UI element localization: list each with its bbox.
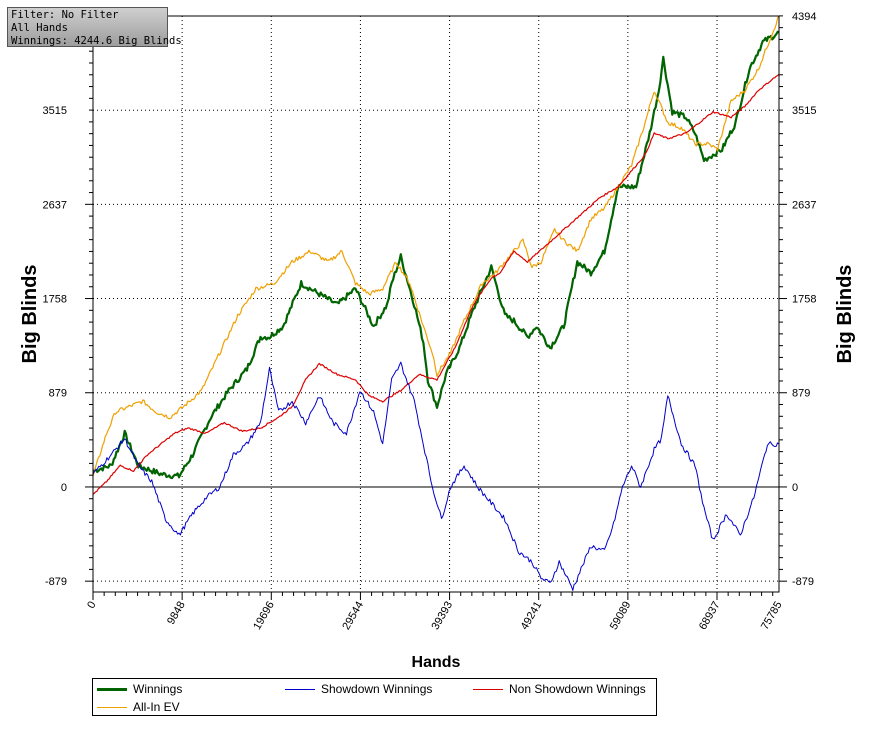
- y-tick-label-right: 3515: [792, 105, 816, 117]
- y-tick-label-right: -879: [792, 576, 814, 588]
- legend-item-allin-ev: All-In EV: [97, 699, 180, 715]
- x-axis-title: Hands: [412, 654, 461, 671]
- legend-swatch-non-showdown: [473, 688, 503, 690]
- y-tick-label-left: 3515: [43, 105, 67, 117]
- legend-swatch-allin-ev: [97, 706, 127, 708]
- y-axis-title-left: Big Blinds: [19, 265, 41, 364]
- series-line-winnings: [92, 30, 780, 480]
- series-line-non-showdown: [92, 73, 780, 495]
- y-tick-label-right: 2637: [792, 199, 816, 211]
- legend-label: Winnings: [133, 682, 183, 696]
- x-tick-label: 19696: [251, 600, 277, 632]
- series-line-allin-ev: [92, 15, 780, 477]
- y-tick-label-left: 0: [61, 482, 67, 494]
- x-tick-label: 75785: [759, 600, 785, 632]
- legend-item-non-showdown: Non Showdown Winnings: [473, 681, 646, 697]
- x-tick-label: 39393: [429, 600, 455, 632]
- legend-label: All-In EV: [133, 700, 180, 714]
- axis-layer: [85, 15, 787, 600]
- y-tick-label-left: 879: [49, 388, 67, 400]
- series-line-showdown: [92, 361, 780, 591]
- x-tick-label: 9848: [165, 600, 188, 627]
- series-layer: [92, 15, 780, 591]
- y-tick-label-left: -879: [45, 576, 67, 588]
- y-tick-label-right: 1758: [792, 294, 816, 306]
- legend-label: Showdown Winnings: [321, 682, 433, 696]
- y-tick-label-left: 1758: [43, 294, 67, 306]
- x-tick-label: 49241: [519, 600, 545, 632]
- legend-item-showdown: Showdown Winnings: [285, 681, 432, 697]
- legend-swatch-winnings: [97, 687, 127, 691]
- x-tick-label: 0: [85, 600, 98, 611]
- legend-swatch-showdown: [285, 688, 315, 690]
- hands-line: All Hands: [11, 22, 68, 34]
- y-tick-label-right: 879: [792, 388, 810, 400]
- y-tick-label-right: 0: [792, 482, 798, 494]
- legend-item-winnings: Winnings: [97, 681, 182, 697]
- x-tick-label: 59089: [608, 600, 634, 632]
- x-tick-label: 68937: [697, 600, 723, 632]
- x-tick-label: 29544: [340, 600, 366, 632]
- filter-summary-box: Filter: No Filter All Hands Winnings: 42…: [7, 7, 182, 47]
- plot-frame: [92, 15, 780, 593]
- y-tick-label-right: 4394: [792, 11, 816, 23]
- legend-label: Non Showdown Winnings: [509, 682, 646, 696]
- winnings-total-line: Winnings: 4244.6 Big Blinds: [11, 35, 182, 47]
- y-axis-title-right: Big Blinds: [834, 265, 856, 364]
- y-tick-label-left: 2637: [43, 199, 67, 211]
- grid-layer: [93, 15, 779, 592]
- filter-line: Filter: No Filter: [11, 9, 119, 21]
- chart-legend: Winnings Showdown Winnings Non Showdown …: [92, 678, 657, 716]
